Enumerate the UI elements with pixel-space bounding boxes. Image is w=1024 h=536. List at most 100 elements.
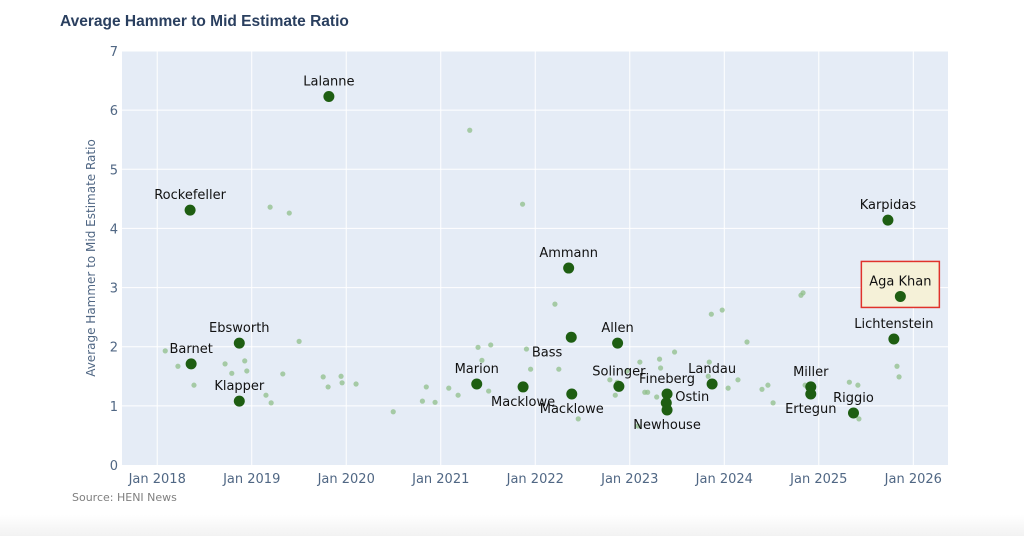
highlighted-sale-point xyxy=(612,337,624,349)
y-tick-label: 2 xyxy=(110,341,118,356)
other-sale-point xyxy=(423,384,429,390)
sale-label: Marion xyxy=(455,362,499,377)
highlighted-sale-point xyxy=(184,204,196,216)
x-tick-label: Jan 2024 xyxy=(695,472,753,487)
other-sale-point xyxy=(657,365,664,371)
other-sale-point xyxy=(705,373,711,379)
sale-label: Aga Khan xyxy=(869,274,931,289)
highlighted-sale-point xyxy=(471,378,483,390)
other-sale-point xyxy=(467,127,473,133)
other-sale-point xyxy=(244,368,250,374)
highlighted-sale-point xyxy=(563,262,575,274)
other-sale-point xyxy=(280,371,286,377)
highlighted-sale-point xyxy=(613,380,625,392)
sale-label: Ammann xyxy=(539,246,598,261)
chart-title: Average Hammer to Mid Estimate Ratio xyxy=(60,13,349,30)
other-sale-point xyxy=(671,349,678,355)
other-sale-point xyxy=(624,368,630,374)
other-sale-point xyxy=(325,384,331,390)
x-tick-label: Jan 2018 xyxy=(128,472,186,487)
y-tick-label: 4 xyxy=(110,222,118,237)
x-tick-label: Jan 2025 xyxy=(789,472,847,487)
other-sale-point xyxy=(552,301,558,307)
other-sale-point xyxy=(286,210,292,216)
other-sale-point xyxy=(846,379,852,385)
other-sale-point xyxy=(706,359,712,365)
sale-label: Solinger xyxy=(592,364,646,379)
other-sale-point xyxy=(896,374,902,380)
other-sale-point xyxy=(607,377,613,383)
other-sale-point xyxy=(635,423,641,429)
y-tick-label: 7 xyxy=(110,45,118,60)
other-sale-point xyxy=(455,392,461,398)
highlighted-sale-point xyxy=(882,214,894,226)
highlighted-sale-point xyxy=(661,388,673,400)
x-tick-label: Jan 2019 xyxy=(222,472,280,487)
highlighted-sale-point xyxy=(323,91,335,103)
other-sale-point xyxy=(191,382,197,388)
other-sale-point xyxy=(708,311,714,317)
sale-label: Macklowe xyxy=(540,402,604,417)
other-sale-point xyxy=(855,382,861,388)
other-sale-point xyxy=(556,366,562,372)
other-sale-point xyxy=(486,388,492,394)
highlighted-sale-point xyxy=(847,407,859,419)
sale-label: Miller xyxy=(793,365,829,380)
sale-label: Macklowe xyxy=(491,395,555,410)
other-sale-point xyxy=(575,416,581,422)
other-sale-point xyxy=(339,380,345,386)
other-sale-point xyxy=(654,394,660,400)
other-sale-point xyxy=(744,339,750,345)
sale-label: Landau xyxy=(688,362,736,377)
other-sale-point xyxy=(229,370,235,376)
other-sale-point xyxy=(475,344,481,350)
other-sale-point xyxy=(296,338,302,344)
other-sale-point xyxy=(719,307,725,313)
other-sale-point xyxy=(523,346,530,352)
sale-label: Fineberg xyxy=(639,372,695,387)
highlighted-sale-point xyxy=(517,381,529,393)
highlighted-sale-point xyxy=(565,331,577,343)
bottom-strip xyxy=(0,515,1024,536)
y-axis-title: Average Hammer to Mid Estimate Ratio xyxy=(84,139,98,377)
other-sale-point xyxy=(338,373,344,379)
x-tick-label: Jan 2026 xyxy=(884,472,942,487)
other-sale-point xyxy=(894,363,900,369)
sale-label: Rockefeller xyxy=(154,188,226,203)
other-sale-point xyxy=(267,204,273,210)
highlighted-sale-point xyxy=(566,388,578,400)
sale-label: Ebsworth xyxy=(209,321,270,336)
other-sale-point xyxy=(242,358,248,364)
other-sale-point xyxy=(479,357,485,363)
other-sale-point xyxy=(222,361,228,367)
x-tick-label: Jan 2020 xyxy=(317,472,375,487)
sale-label: Riggio xyxy=(833,391,874,406)
other-sale-point xyxy=(735,377,741,383)
y-tick-label: 3 xyxy=(110,282,118,297)
y-tick-label: 6 xyxy=(110,104,118,119)
other-sale-point xyxy=(856,416,862,422)
x-tick-label: Jan 2022 xyxy=(506,472,564,487)
highlighted-sale-point xyxy=(894,290,906,302)
sale-label: Barnet xyxy=(169,342,212,357)
highlighted-sale-point xyxy=(888,333,900,345)
sale-label: Karpidas xyxy=(860,198,917,213)
other-sale-point xyxy=(527,366,534,372)
sale-label: Allen xyxy=(601,321,633,336)
source-note: Source: HENI News xyxy=(72,491,177,504)
x-tick-label: Jan 2021 xyxy=(411,472,469,487)
other-sale-point xyxy=(637,359,643,365)
other-sale-point xyxy=(759,386,765,392)
y-tick-label: 5 xyxy=(110,163,118,178)
highlighted-sale-point xyxy=(185,358,197,370)
sale-label: Lichtenstein xyxy=(854,317,933,332)
highlighted-sale-point xyxy=(805,388,817,400)
other-sale-point xyxy=(446,385,452,391)
x-tick-label: Jan 2023 xyxy=(600,472,658,487)
other-sale-point xyxy=(519,201,526,207)
other-sale-point xyxy=(320,374,326,380)
highlighted-sale-point xyxy=(706,378,718,390)
highlighted-sale-point xyxy=(661,404,673,416)
other-sale-point xyxy=(725,385,731,391)
other-sale-point xyxy=(645,389,651,395)
